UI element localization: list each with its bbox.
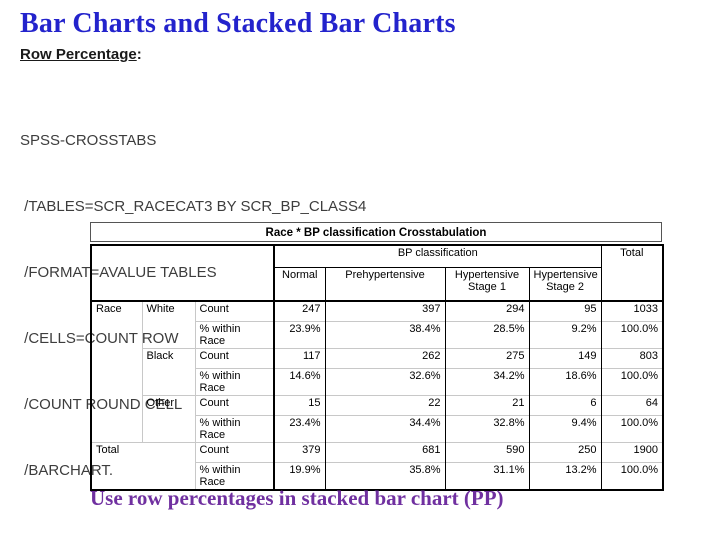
table-cell: 6	[528, 394, 602, 415]
table-cell: 100.0%	[600, 414, 664, 442]
stat-label: % within Race	[194, 320, 276, 348]
table-cell: 15	[273, 394, 326, 415]
table-cell: 294	[444, 301, 530, 321]
table-cell: 262	[324, 347, 446, 368]
stat-label: Count	[194, 347, 276, 368]
table-cell: 1900	[600, 441, 664, 462]
total-column-header: Total	[600, 245, 664, 302]
table-cell: 31.1%	[444, 461, 530, 490]
row-percentage-label: Row Percentage	[20, 46, 137, 63]
table-cell: 9.4%	[528, 414, 602, 442]
table-cell: 14.6%	[273, 367, 326, 395]
table-cell: 32.6%	[324, 367, 446, 395]
table-cell: 34.2%	[444, 367, 530, 395]
table-cell: 64	[600, 394, 664, 415]
column-header-normal: Normal	[273, 267, 326, 302]
race-category-white: White	[141, 301, 195, 348]
table-cell: 397	[324, 301, 446, 321]
table-cell: 117	[273, 347, 326, 368]
table-cell: 23.4%	[273, 414, 326, 442]
table-cell: 803	[600, 347, 664, 368]
crosstab-output: Race * BP classification Crosstabulation…	[90, 222, 665, 491]
column-header-prehypertensive: Prehypertensive	[324, 267, 446, 302]
row-percentage-colon: :	[136, 46, 142, 63]
table-cell: 1033	[600, 301, 664, 321]
table-cell: 247	[273, 301, 326, 321]
code-line: SPSS-CROSSTABS	[20, 132, 157, 149]
table-cell: 13.2%	[528, 461, 602, 490]
crosstab-title: Race * BP classification Crosstabulation	[90, 222, 662, 242]
table-cell: 38.4%	[324, 320, 446, 348]
table-cell: 28.5%	[444, 320, 530, 348]
stat-label: Count	[194, 394, 276, 415]
footer-note: Use row percentages in stacked bar chart…	[90, 486, 504, 510]
row-dimension-label: Race	[96, 303, 122, 315]
race-category-black: Black	[141, 347, 195, 395]
stat-label: % within Race	[194, 414, 276, 442]
table-cell: 95	[528, 301, 602, 321]
row-percentage-heading: Row Percentage:	[20, 46, 142, 63]
table-cell: 23.9%	[273, 320, 326, 348]
table-cell: 18.6%	[528, 367, 602, 395]
table-cell: 9.2%	[528, 320, 602, 348]
race-category-other: Other	[141, 394, 195, 442]
table-cell: 19.9%	[273, 461, 326, 490]
column-header-hypertensive-stage-2: Hypertensive Stage 2	[528, 267, 602, 302]
table-cell: 100.0%	[600, 367, 664, 395]
table-cell: 35.8%	[324, 461, 446, 490]
table-cell: 379	[273, 441, 326, 462]
table-cell: 22	[324, 394, 446, 415]
crosstab-table: BP classification Total Normal Prehypert…	[90, 244, 665, 491]
total-row-label: Total	[91, 441, 195, 490]
table-cell: 21	[444, 394, 530, 415]
stat-label: % within Race	[194, 461, 276, 490]
table-cell: 100.0%	[600, 461, 664, 490]
table-cell: 100.0%	[600, 320, 664, 348]
table-cell: 250	[528, 441, 602, 462]
stat-label: Count	[194, 441, 276, 462]
table-cell: 275	[444, 347, 530, 368]
stub-blank-cell	[91, 245, 276, 302]
page-title: Bar Charts and Stacked Bar Charts	[20, 8, 456, 39]
table-cell: 34.4%	[324, 414, 446, 442]
table-cell: 149	[528, 347, 602, 368]
table-cell: 32.8%	[444, 414, 530, 442]
stat-label: % within Race	[194, 367, 276, 395]
stat-label: Count	[194, 301, 276, 321]
table-cell: 590	[444, 441, 530, 462]
table-cell: 681	[324, 441, 446, 462]
code-line: /TABLES=SCR_RACECAT3 BY SCR_BP_CLASS4	[20, 198, 367, 215]
column-group-header: BP classification	[274, 245, 602, 268]
column-header-hypertensive-stage-1: Hypertensive Stage 1	[444, 267, 530, 302]
